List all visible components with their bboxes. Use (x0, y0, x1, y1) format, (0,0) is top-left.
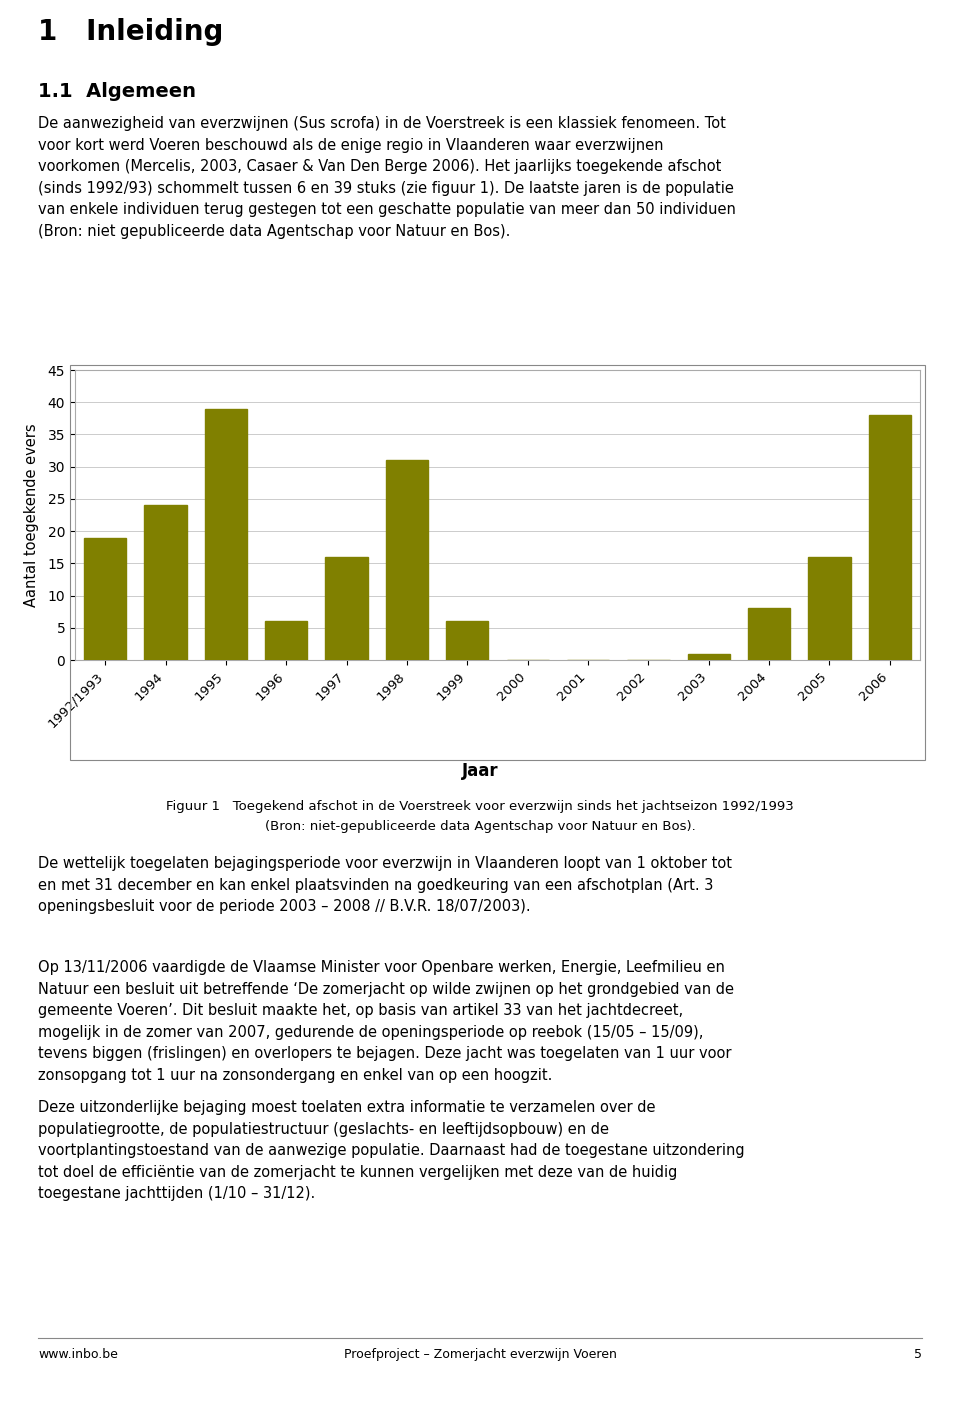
Text: Proefproject – Zomerjacht everzwijn Voeren: Proefproject – Zomerjacht everzwijn Voer… (344, 1348, 616, 1360)
Text: 1.1  Algemeen: 1.1 Algemeen (38, 83, 196, 101)
Bar (204, 409, 247, 660)
Text: De aanwezigheid van everzwijnen (Sus scrofa) in de Voerstreek is een klassiek fe: De aanwezigheid van everzwijnen (Sus scr… (38, 116, 736, 240)
Text: Jaar: Jaar (462, 762, 498, 780)
Text: Figuur 1   Toegekend afschot in de Voerstreek voor everzwijn sinds het jachtseiz: Figuur 1 Toegekend afschot in de Voerstr… (166, 800, 794, 813)
Y-axis label: Aantal toegekende evers: Aantal toegekende evers (24, 423, 39, 607)
Text: Op 13/11/2006 vaardigde de Vlaamse Minister voor Openbare werken, Energie, Leefm: Op 13/11/2006 vaardigde de Vlaamse Minis… (38, 960, 734, 1083)
Bar (325, 556, 368, 660)
Bar (144, 506, 186, 660)
Text: (Bron: niet-gepubliceerde data Agentschap voor Natuur en Bos).: (Bron: niet-gepubliceerde data Agentscha… (265, 820, 695, 834)
Text: De wettelijk toegelaten bejagingsperiode voor everzwijn in Vlaanderen loopt van : De wettelijk toegelaten bejagingsperiode… (38, 856, 732, 915)
Bar (446, 621, 489, 660)
Text: 1   Inleiding: 1 Inleiding (38, 18, 224, 46)
Bar (808, 556, 851, 660)
Bar (265, 621, 307, 660)
Bar (748, 608, 790, 660)
Bar (869, 415, 911, 660)
Bar (84, 538, 127, 660)
Bar (386, 460, 428, 660)
Bar (687, 653, 730, 660)
Text: Deze uitzonderlijke bejaging moest toelaten extra informatie te verzamelen over : Deze uitzonderlijke bejaging moest toela… (38, 1100, 745, 1202)
Text: 5: 5 (914, 1348, 922, 1360)
Text: www.inbo.be: www.inbo.be (38, 1348, 118, 1360)
